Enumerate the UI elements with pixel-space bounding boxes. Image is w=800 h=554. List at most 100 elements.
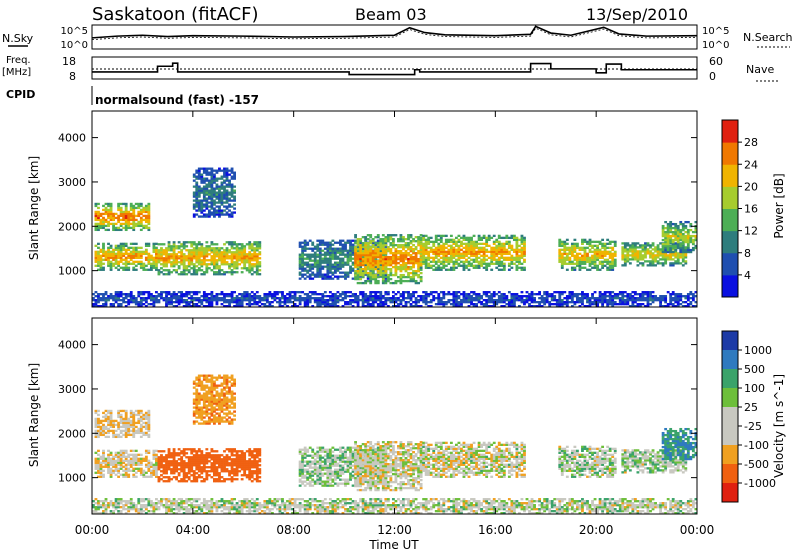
power-cell <box>213 191 216 194</box>
power-cell <box>611 252 615 255</box>
power-cell <box>225 185 229 188</box>
power-cell <box>442 305 446 308</box>
power-cell <box>172 263 176 266</box>
power-cell <box>603 250 607 253</box>
power-cell <box>207 249 211 252</box>
power-cell <box>195 297 199 300</box>
power-cell <box>331 243 335 246</box>
power-cell <box>233 261 236 264</box>
power-cell <box>339 249 342 252</box>
power-cell <box>230 215 234 218</box>
power-cell <box>507 268 511 271</box>
power-cell <box>225 189 229 192</box>
power-cell <box>318 301 322 304</box>
power-cell <box>694 234 698 238</box>
power-cell <box>318 257 322 260</box>
power-cell <box>255 263 259 266</box>
power-cell <box>669 262 673 265</box>
velocity-cell <box>109 417 113 421</box>
power-cell <box>631 303 635 306</box>
power-cell <box>671 303 675 306</box>
power-cell <box>389 234 393 237</box>
power-cell <box>185 255 189 258</box>
power-cell <box>467 240 471 244</box>
power-cell <box>334 267 337 270</box>
power-cell <box>694 230 698 234</box>
power-cell <box>228 263 231 266</box>
power-cell <box>258 243 262 246</box>
power-cell <box>334 255 337 258</box>
power-cell <box>117 208 121 212</box>
power-cell <box>402 258 405 261</box>
power-cell <box>205 207 209 210</box>
power-cell <box>661 234 665 238</box>
power-cell <box>384 267 388 271</box>
power-cell <box>230 211 234 214</box>
power-cell <box>218 191 221 194</box>
power-cell <box>565 297 569 300</box>
velocity-cell <box>127 421 131 425</box>
power-cell <box>109 264 113 267</box>
power-cell <box>371 275 375 279</box>
power-cell <box>449 254 453 257</box>
power-cell <box>376 256 380 259</box>
power-cell <box>162 269 166 272</box>
power-cell <box>220 203 224 206</box>
power-cell <box>228 205 231 208</box>
power-cell <box>679 230 683 234</box>
power-cell <box>119 299 123 302</box>
power-cell <box>354 265 357 269</box>
cpid-label: CPID <box>6 88 35 101</box>
power-cell <box>472 234 476 238</box>
power-cell <box>394 305 398 308</box>
power-cell <box>180 253 184 256</box>
power-cell <box>119 244 123 247</box>
power-cell <box>649 303 652 306</box>
power-cell <box>356 259 360 263</box>
power-cell <box>505 303 509 306</box>
power-cell <box>475 254 478 257</box>
power-cell <box>147 216 151 220</box>
power-cell <box>334 295 337 298</box>
power-cell <box>313 273 317 276</box>
power-cell <box>172 291 176 294</box>
power-cell <box>565 252 569 255</box>
power-cell <box>666 234 670 238</box>
power-cell <box>112 303 115 306</box>
power-cell <box>331 251 335 254</box>
power-cell <box>502 244 506 247</box>
power-cell <box>444 301 448 304</box>
velocity-cell <box>107 429 110 433</box>
power-cell <box>424 234 428 238</box>
power-cell <box>686 303 690 306</box>
power-cell <box>255 301 259 304</box>
power-cell <box>139 252 143 255</box>
velocity-cell <box>124 415 128 419</box>
power-cell <box>233 251 236 254</box>
power-cell <box>366 259 370 263</box>
power-cell <box>147 303 151 306</box>
power-cell <box>124 301 128 304</box>
power-cell <box>165 273 168 276</box>
power-cell <box>225 301 229 304</box>
velocity-cell <box>144 421 148 425</box>
power-cell <box>346 275 350 278</box>
power-cell <box>255 255 259 258</box>
power-cell <box>102 226 105 230</box>
power-cell <box>132 226 136 230</box>
power-cell <box>608 291 612 294</box>
power-cell <box>301 249 305 252</box>
power-cell <box>374 257 378 260</box>
power-cell <box>165 301 168 304</box>
power-cell <box>515 238 519 242</box>
power-cell <box>313 299 317 302</box>
power-cell <box>470 301 473 304</box>
power-cell <box>381 252 385 255</box>
power-cell <box>384 277 388 280</box>
power-cell <box>253 263 257 266</box>
power-cell <box>369 267 373 271</box>
power-cell <box>669 222 673 226</box>
power-cell <box>190 253 194 256</box>
power-cell <box>165 249 168 252</box>
power-cell <box>346 295 350 298</box>
